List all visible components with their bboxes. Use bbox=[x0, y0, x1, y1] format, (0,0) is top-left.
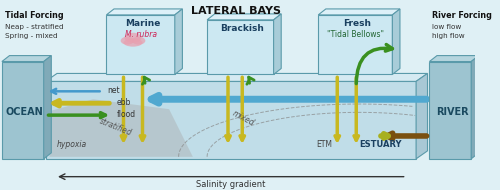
Polygon shape bbox=[46, 74, 428, 81]
Polygon shape bbox=[46, 81, 416, 159]
Polygon shape bbox=[318, 9, 400, 15]
Text: ETM: ETM bbox=[316, 140, 332, 149]
Ellipse shape bbox=[132, 37, 145, 45]
Polygon shape bbox=[207, 14, 281, 20]
Polygon shape bbox=[175, 9, 182, 74]
Polygon shape bbox=[207, 20, 274, 74]
Text: ESTUARY: ESTUARY bbox=[359, 140, 402, 149]
Polygon shape bbox=[318, 15, 392, 74]
Text: low flow: low flow bbox=[432, 24, 462, 30]
Text: Salinity gradient: Salinity gradient bbox=[196, 180, 266, 189]
Text: Brackish: Brackish bbox=[220, 24, 264, 33]
Text: M. rubra: M. rubra bbox=[124, 30, 156, 39]
Ellipse shape bbox=[120, 37, 134, 45]
Polygon shape bbox=[274, 14, 281, 74]
Text: flood: flood bbox=[117, 110, 136, 119]
Text: "Tidal Bellows": "Tidal Bellows" bbox=[327, 30, 384, 39]
Polygon shape bbox=[106, 9, 182, 15]
Text: Marine: Marine bbox=[125, 19, 160, 28]
Polygon shape bbox=[2, 62, 43, 159]
Polygon shape bbox=[430, 62, 471, 159]
Polygon shape bbox=[430, 56, 479, 62]
Text: net: net bbox=[108, 86, 120, 95]
Text: Fresh: Fresh bbox=[343, 19, 371, 28]
Polygon shape bbox=[416, 74, 428, 159]
Text: high flow: high flow bbox=[432, 33, 465, 39]
Ellipse shape bbox=[124, 33, 142, 43]
Polygon shape bbox=[2, 56, 51, 62]
Text: stratified: stratified bbox=[98, 117, 133, 138]
Ellipse shape bbox=[124, 39, 142, 47]
Text: RIVER: RIVER bbox=[436, 107, 468, 117]
Polygon shape bbox=[44, 56, 52, 159]
Polygon shape bbox=[471, 56, 479, 159]
Polygon shape bbox=[50, 99, 193, 157]
Text: Tidal Forcing: Tidal Forcing bbox=[5, 11, 64, 20]
Text: ebb: ebb bbox=[117, 98, 131, 107]
Polygon shape bbox=[106, 15, 175, 74]
Text: OCEAN: OCEAN bbox=[6, 107, 44, 117]
Polygon shape bbox=[392, 9, 400, 74]
Text: mixed: mixed bbox=[231, 109, 256, 128]
Text: Neap - stratified: Neap - stratified bbox=[5, 24, 64, 30]
Text: Spring - mixed: Spring - mixed bbox=[5, 33, 58, 39]
Text: LATERAL BAYS: LATERAL BAYS bbox=[190, 6, 280, 16]
Text: hypoxia: hypoxia bbox=[57, 140, 87, 149]
Text: River Forcing: River Forcing bbox=[432, 11, 492, 20]
